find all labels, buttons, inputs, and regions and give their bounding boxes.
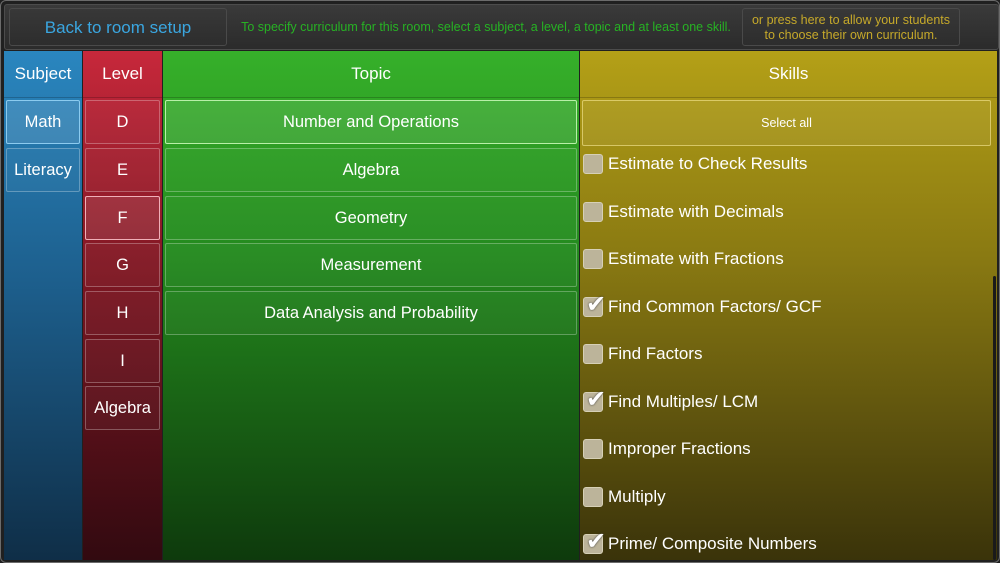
check-icon: ✔ bbox=[586, 527, 607, 555]
skill-row[interactable]: Estimate with Fractions bbox=[582, 240, 987, 280]
topic-item-measurement[interactable]: Measurement bbox=[165, 243, 577, 287]
level-item-i[interactable]: I bbox=[85, 339, 160, 383]
skills-column: Skills Select all Estimate to Check Resu… bbox=[580, 51, 997, 560]
topic-item-algebra[interactable]: Algebra bbox=[165, 148, 577, 192]
skill-label: Multiply bbox=[608, 487, 666, 506]
level-header: Level bbox=[83, 51, 162, 98]
level-item-h[interactable]: H bbox=[85, 291, 160, 335]
skill-row[interactable]: ✔ Prime/ Composite Numbers bbox=[582, 525, 987, 562]
skill-row[interactable]: ✔ Find Multiples/ LCM bbox=[582, 383, 987, 423]
subject-column: Subject Math Literacy bbox=[4, 51, 82, 560]
skill-label: Prime/ Composite Numbers bbox=[608, 534, 817, 553]
level-item-d[interactable]: D bbox=[85, 100, 160, 144]
subject-item-math[interactable]: Math bbox=[6, 100, 80, 144]
skill-label: Estimate with Decimals bbox=[608, 202, 784, 221]
skill-checkbox[interactable]: ✔ bbox=[583, 529, 606, 554]
skill-row[interactable]: Multiply bbox=[582, 478, 987, 518]
skill-row[interactable]: Find Factors bbox=[582, 335, 987, 375]
skill-label: Find Common Factors/ GCF bbox=[608, 297, 822, 316]
level-item-f[interactable]: F bbox=[85, 196, 160, 240]
skill-checkbox[interactable] bbox=[583, 249, 603, 269]
level-item-e[interactable]: E bbox=[85, 148, 160, 192]
topic-item-geometry[interactable]: Geometry bbox=[165, 196, 577, 240]
skill-checkbox[interactable] bbox=[583, 487, 603, 507]
skill-label: Estimate with Fractions bbox=[608, 249, 784, 268]
own-curriculum-button[interactable]: or press here to allow your students to … bbox=[742, 8, 960, 46]
topic-item-number-and-operations[interactable]: Number and Operations bbox=[165, 100, 577, 144]
topic-item-data-analysis[interactable]: Data Analysis and Probability bbox=[165, 291, 577, 335]
subject-item-literacy[interactable]: Literacy bbox=[6, 148, 80, 192]
instructions-text: To specify curriculum for this room, sel… bbox=[241, 20, 731, 34]
skill-checkbox[interactable] bbox=[583, 154, 603, 174]
skill-checkbox[interactable] bbox=[583, 439, 603, 459]
header-bar: Back to room setup To specify curriculum… bbox=[4, 4, 999, 50]
skill-checkbox[interactable] bbox=[583, 202, 603, 222]
own-curriculum-line2: to choose their own curriculum. bbox=[764, 28, 938, 42]
level-column: Level D E F G H I Algebra bbox=[83, 51, 162, 560]
own-curriculum-line1: or press here to allow your students bbox=[751, 13, 951, 27]
skills-scrollbar[interactable] bbox=[993, 276, 996, 560]
select-all-button[interactable]: Select all bbox=[582, 100, 991, 146]
topic-column: Topic Number and Operations Algebra Geom… bbox=[163, 51, 579, 560]
back-to-room-setup-button[interactable]: Back to room setup bbox=[9, 8, 227, 46]
skill-label: Find Multiples/ LCM bbox=[608, 392, 759, 411]
topic-header: Topic bbox=[163, 51, 579, 98]
skill-row[interactable]: Estimate with Decimals bbox=[582, 193, 987, 233]
skill-checkbox[interactable]: ✔ bbox=[583, 387, 606, 412]
skill-row[interactable]: Improper Fractions bbox=[582, 430, 987, 470]
skill-row[interactable]: ✔ Find Common Factors/ GCF bbox=[582, 288, 987, 328]
check-icon: ✔ bbox=[586, 290, 607, 318]
check-icon: ✔ bbox=[586, 385, 607, 413]
level-item-algebra[interactable]: Algebra bbox=[85, 386, 160, 430]
skill-checkbox[interactable]: ✔ bbox=[583, 292, 606, 317]
subject-header: Subject bbox=[4, 51, 82, 98]
skills-header: Skills bbox=[580, 51, 997, 98]
skill-label: Estimate to Check Results bbox=[608, 154, 808, 173]
skill-row[interactable]: Estimate to Check Results bbox=[582, 145, 987, 185]
skill-label: Find Factors bbox=[608, 344, 703, 363]
level-item-g[interactable]: G bbox=[85, 243, 160, 287]
skill-checkbox[interactable] bbox=[583, 344, 603, 364]
skill-label: Improper Fractions bbox=[608, 439, 751, 458]
